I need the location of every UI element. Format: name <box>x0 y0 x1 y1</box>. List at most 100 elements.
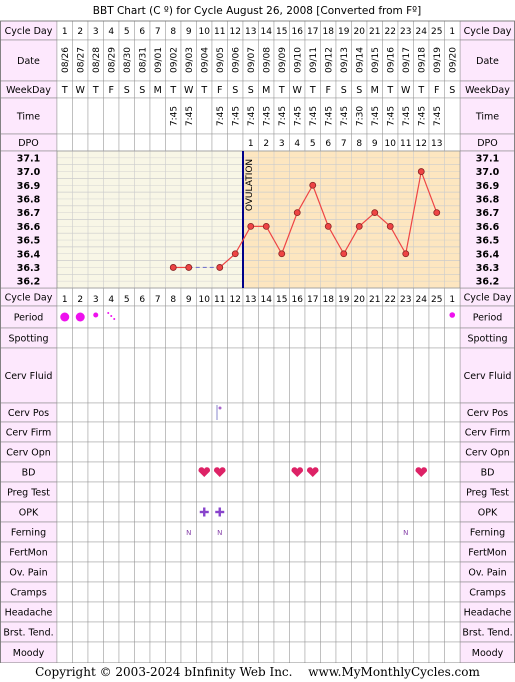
cell <box>382 541 399 563</box>
weekday-cell: S <box>449 85 455 96</box>
cell <box>351 581 368 603</box>
cycle-day-cell: 17 <box>307 27 318 37</box>
cell <box>335 621 352 643</box>
row-label-date: Date <box>17 56 40 67</box>
cell <box>335 521 352 543</box>
cell <box>103 581 120 603</box>
cell <box>149 97 166 135</box>
cell <box>413 327 430 349</box>
y-tick-label: 37.0 <box>17 167 41 178</box>
cell <box>56 402 73 423</box>
cell <box>397 601 414 623</box>
cell <box>351 347 368 404</box>
row-label-cerv-firm-right: Cerv Firm <box>465 428 510 439</box>
cell <box>211 327 228 349</box>
cell <box>165 581 182 603</box>
cell <box>304 501 321 523</box>
dpo-cell: 10 <box>385 139 397 149</box>
weekday-cell: F <box>217 85 222 96</box>
weekday-cell: S <box>139 85 145 96</box>
cell <box>149 581 166 603</box>
cell <box>118 441 135 463</box>
cell <box>413 421 430 443</box>
cell <box>320 621 337 643</box>
temp-point <box>386 222 394 230</box>
cell <box>304 561 321 583</box>
site-link[interactable]: www.MyMonthlyCycles.com <box>308 665 480 679</box>
cell <box>56 601 73 623</box>
cell <box>211 347 228 404</box>
cell <box>397 581 414 603</box>
cell <box>87 581 104 603</box>
cell <box>149 327 166 349</box>
cell <box>134 133 151 152</box>
temp-line-segment <box>312 185 329 227</box>
cell <box>273 402 290 423</box>
cycle-day-cell-bottom: 10 <box>199 295 211 305</box>
weekday-cell: F <box>326 85 331 96</box>
y-tick-label: 36.2 <box>17 277 40 288</box>
cell <box>366 441 383 463</box>
row-label-moody: Moody <box>13 648 45 659</box>
cell <box>289 441 306 463</box>
cell <box>180 541 197 563</box>
y-tick-label: 36.4 <box>17 249 41 260</box>
cell <box>211 133 228 152</box>
y-tick-label: 36.8 <box>17 194 41 205</box>
temp-line-segment <box>296 184 314 213</box>
row-label-period: Period <box>14 313 44 324</box>
cell <box>304 327 321 349</box>
cell <box>444 133 461 152</box>
cell <box>165 521 182 543</box>
cell <box>382 327 399 349</box>
cell <box>149 601 166 623</box>
cell <box>258 305 275 329</box>
cell <box>56 421 73 443</box>
date-cell: 08/31 <box>138 47 148 73</box>
time-cell: 7:45 <box>417 106 427 126</box>
cell <box>72 501 89 523</box>
cell <box>258 421 275 443</box>
cell <box>87 441 104 463</box>
cell <box>103 133 120 152</box>
cell <box>413 481 430 503</box>
cell <box>428 581 445 603</box>
dpo-cell: 9 <box>372 139 378 149</box>
time-cell: 7:45 <box>371 106 381 126</box>
cycle-day-cell-bottom: 7 <box>155 295 161 305</box>
cell <box>382 461 399 483</box>
cell <box>227 133 244 152</box>
cell <box>444 441 461 463</box>
row-label-cerv-firm: Cerv Firm <box>6 428 51 439</box>
cycle-day-cell: 21 <box>369 27 380 37</box>
cell <box>304 581 321 603</box>
row-label-opk: OPK <box>19 508 39 519</box>
cell <box>351 327 368 349</box>
cell <box>335 581 352 603</box>
cycle-day-cell: 18 <box>323 27 335 37</box>
cell <box>103 521 120 543</box>
cell <box>118 561 135 583</box>
cell <box>87 621 104 643</box>
cell <box>211 481 228 503</box>
cell <box>87 541 104 563</box>
cell <box>165 402 182 423</box>
cell <box>227 581 244 603</box>
cell <box>134 305 151 329</box>
cell <box>87 521 104 543</box>
cycle-day-cell: 7 <box>155 27 161 37</box>
temp-point <box>402 250 410 258</box>
cell <box>320 461 337 483</box>
dpo-cell: 7 <box>341 139 347 149</box>
cell <box>397 561 414 583</box>
cell <box>273 305 290 329</box>
cell <box>134 641 151 664</box>
cell <box>335 347 352 404</box>
cell <box>196 621 213 643</box>
cell <box>103 441 120 463</box>
cell <box>258 521 275 543</box>
cycle-day-cell: 19 <box>338 27 350 37</box>
cell <box>382 441 399 463</box>
cell <box>413 441 430 463</box>
cell <box>242 641 259 664</box>
